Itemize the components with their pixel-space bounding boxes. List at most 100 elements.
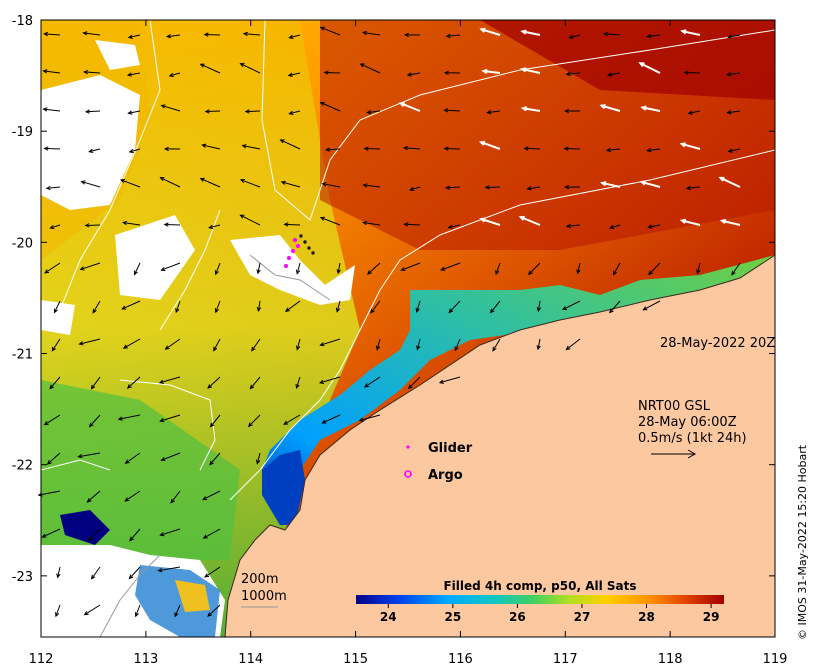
current-vector: [127, 34, 141, 39]
x-axis: 112 113 114 115 116 117 118 119: [29, 20, 787, 667]
current-vector: [398, 102, 421, 112]
current-vector: [607, 72, 621, 77]
current-vector: [168, 72, 181, 78]
current-vector: [202, 528, 221, 539]
current-vector: [564, 184, 581, 190]
current-vector: [335, 300, 341, 313]
current-vector: [83, 69, 101, 75]
current-vector: [448, 300, 461, 314]
current-vector: [133, 262, 141, 276]
current-vector: [295, 376, 301, 389]
land-mass: [225, 255, 775, 637]
current-vector: [86, 490, 101, 503]
current-vector: [440, 262, 461, 271]
current-vector: [209, 414, 221, 428]
current-vector: [481, 68, 501, 75]
current-vector: [680, 29, 701, 36]
current-vector: [520, 29, 541, 36]
x-tick-label: 112: [29, 652, 54, 667]
current-vector: [523, 146, 541, 151]
y-tick-label: -19: [12, 125, 33, 140]
colorbar-tick-label: 29: [703, 610, 720, 624]
current-vector: [163, 146, 181, 152]
current-vector: [117, 414, 141, 421]
current-vector: [361, 30, 381, 36]
current-vector: [363, 146, 381, 151]
current-product-label: NRT00 GSL: [638, 399, 711, 414]
current-vector: [158, 376, 181, 384]
y-tick-label: -21: [12, 348, 33, 363]
current-vector: [164, 338, 181, 350]
current-vector: [536, 338, 541, 351]
current-vector: [207, 604, 221, 617]
current-vector: [375, 338, 381, 351]
current-vector: [55, 604, 61, 618]
current-vector: [402, 145, 421, 151]
current-vector: [83, 604, 101, 616]
current-vector: [447, 224, 461, 229]
current-vector: [489, 300, 501, 314]
current-vector: [208, 224, 221, 229]
current-vector: [213, 338, 221, 352]
current-vector: [696, 262, 701, 275]
current-vector: [358, 414, 381, 422]
current-vector: [403, 32, 421, 38]
current-vector: [370, 300, 381, 314]
current-vector: [239, 214, 261, 226]
current-vector: [400, 262, 421, 272]
current-vector: [445, 33, 461, 39]
current-vector: [242, 31, 261, 37]
current-vector: [204, 566, 221, 578]
current-vector: [366, 262, 381, 275]
bathymetry-contours-grey: [99, 254, 331, 637]
current-vector: [256, 452, 261, 465]
current-vector: [122, 220, 141, 226]
current-vector: [49, 376, 61, 390]
current-vector: [646, 148, 661, 153]
current-vector: [454, 338, 461, 352]
current-vector: [518, 215, 541, 226]
current-vector: [160, 452, 181, 462]
current-vector: [479, 217, 501, 226]
colorbar: Filled 4h comp, p50, All Sats 24 25 26 27 28…: [356, 579, 724, 624]
colorbar-tick-label: 25: [444, 610, 461, 624]
current-vector: [443, 70, 461, 76]
colorbar-tick-label: 28: [638, 610, 655, 624]
colorbar-tick-label: 27: [574, 610, 591, 624]
current-vector: [256, 262, 261, 275]
current-vector: [679, 142, 701, 150]
current-vector: [599, 181, 621, 188]
current-vector: [43, 414, 61, 426]
current-vector: [576, 262, 581, 275]
blue-patch-south: [135, 565, 220, 637]
current-vector: [199, 177, 221, 188]
current-vector: [478, 140, 501, 150]
current-vector: [159, 414, 181, 423]
current-vector: [565, 223, 581, 229]
current-vector: [90, 376, 101, 390]
current-vector: [49, 224, 61, 230]
current-vector: [42, 69, 61, 74]
current-vector: [247, 414, 261, 428]
current-vector: [199, 63, 221, 74]
map-timestamp: 28-May-2022 20Z: [660, 336, 775, 351]
current-vectors: [37, 26, 741, 618]
current-vector: [159, 528, 181, 537]
current-vector: [128, 566, 141, 580]
current-vector: [336, 262, 341, 275]
current-vector: [719, 218, 741, 226]
y-tick-label: -18: [12, 14, 33, 29]
current-vector: [80, 180, 101, 188]
current-vector: [42, 107, 61, 112]
current-vector: [79, 262, 101, 271]
argo-legend-label: Argo: [428, 468, 463, 483]
current-vector: [160, 104, 181, 112]
current-vector: [403, 222, 421, 227]
current-vector: [646, 34, 661, 39]
isobath-label-1000m: 1000m: [241, 589, 287, 604]
current-vector: [287, 72, 301, 77]
current-vector: [166, 33, 181, 39]
current-vector: [284, 300, 301, 312]
current-vector: [84, 109, 101, 114]
current-vector: [407, 376, 421, 390]
